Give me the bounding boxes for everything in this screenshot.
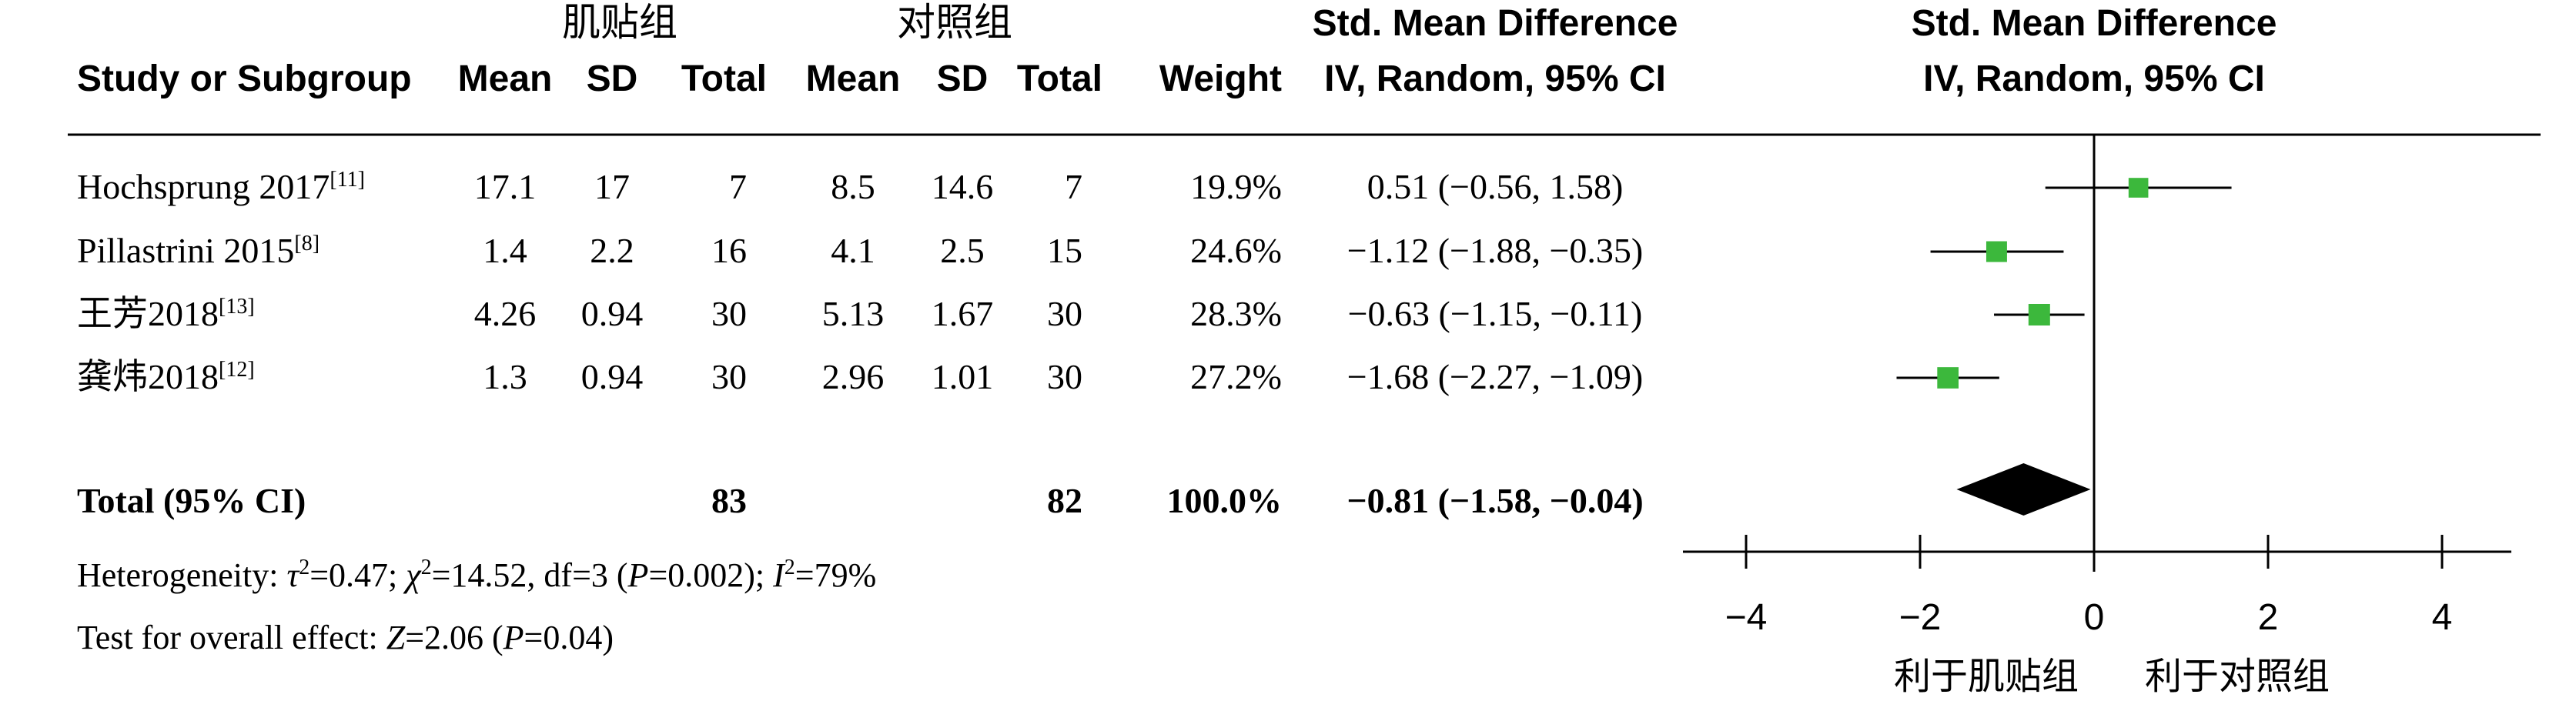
- study-ctrl-total: 30: [1047, 357, 1082, 396]
- study-ctrl-total: 7: [1065, 167, 1082, 206]
- study-ctrl-mean: 4.1: [831, 231, 875, 270]
- study-weight: 24.6%: [1190, 231, 1282, 270]
- study-exp-mean: 4.26: [474, 294, 537, 333]
- effect-method-header: IV, Random, 95% CI: [1324, 58, 1666, 99]
- x-tick-label: −2: [1899, 597, 1942, 638]
- study-ctrl-sd: 1.67: [932, 294, 994, 333]
- study-ci: −0.63 (−1.15, −0.11): [1348, 294, 1643, 333]
- study-column-header: Study or Subgroup: [77, 58, 412, 99]
- study-ctrl-mean: 8.5: [831, 167, 875, 206]
- study-ctrl-total: 30: [1047, 294, 1082, 333]
- exp-group-header: 肌贴组: [562, 0, 677, 45]
- ctrl-sd-header: SD: [937, 58, 989, 99]
- study-marker: [2028, 304, 2050, 325]
- total-row-exp-total: 83: [711, 481, 747, 520]
- study-exp-total: 30: [711, 294, 747, 333]
- study-name: Hochsprung 2017[11]: [77, 167, 365, 206]
- heterogeneity-text: Heterogeneity: τ2=0.47; χ2=14.52, df=3 (…: [77, 556, 876, 594]
- study-rows: Hochsprung 2017[11] 17.1 17 7 8.5 14.6 7 19.9% 0…: [77, 167, 1643, 396]
- total-row-ci: −0.81 (−1.58, −0.04): [1347, 481, 1643, 520]
- total-row-ctrl-total: 82: [1047, 481, 1082, 520]
- study-ctrl-total: 15: [1047, 231, 1082, 270]
- weight-header: Weight: [1159, 58, 1282, 99]
- study-name: 王芳2018[13]: [77, 294, 255, 333]
- study-ci: −1.68 (−2.27, −1.09): [1347, 357, 1643, 396]
- plot-area: −4 −2 0 2 4: [1683, 135, 2511, 638]
- study-weight: 27.2%: [1190, 357, 1282, 396]
- study-row: 王芳2018[13] 4.26 0.94 30 5.13 1.67 30 28.3% −0.63…: [77, 294, 1642, 333]
- ctrl-total-header: Total: [1017, 58, 1102, 99]
- ctrl-mean-header: Mean: [806, 58, 901, 99]
- study-ctrl-mean: 2.96: [822, 357, 885, 396]
- study-row: Pillastrini 2015[8] 1.4 2.2 16 4.1 2.5 15 24.6%…: [77, 231, 1643, 270]
- plot-method-header: IV, Random, 95% CI: [1923, 58, 2265, 99]
- study-marker: [1937, 367, 1959, 389]
- x-tick-label: −4: [1725, 597, 1768, 638]
- overall-effect-text: Test for overall effect: Z=2.06 (P=0.04): [77, 619, 614, 656]
- favors-left-label: 利于肌贴组: [1894, 655, 2079, 698]
- x-tick-label: 0: [2084, 597, 2105, 638]
- study-name: 龚炜2018[12]: [77, 357, 255, 396]
- total-row-weight: 100.0%: [1167, 481, 1283, 520]
- x-tick-label: 2: [2258, 597, 2279, 638]
- study-ctrl-sd: 2.5: [940, 231, 985, 270]
- study-exp-sd: 0.94: [581, 357, 644, 396]
- effect-title-header: Std. Mean Difference: [1313, 3, 1678, 44]
- study-marker: [1986, 241, 2007, 262]
- study-row: Hochsprung 2017[11] 17.1 17 7 8.5 14.6 7 19.9% 0…: [77, 167, 1623, 206]
- exp-total-header: Total: [681, 58, 767, 99]
- study-marker: [2128, 178, 2149, 198]
- study-ci: −1.12 (−1.88, −0.35): [1347, 231, 1643, 270]
- x-tick-label: 4: [2432, 597, 2453, 638]
- pooled-diamond: [1956, 463, 2091, 516]
- ctrl-group-header: 对照组: [897, 0, 1012, 45]
- study-exp-total: 16: [711, 231, 747, 270]
- study-name: Pillastrini 2015[8]: [77, 231, 319, 270]
- study-exp-sd: 2.2: [590, 231, 634, 270]
- favors-right-label: 利于对照组: [2145, 655, 2330, 698]
- study-exp-mean: 17.1: [474, 167, 537, 206]
- study-exp-sd: 17: [594, 167, 630, 206]
- study-ctrl-mean: 5.13: [822, 294, 885, 333]
- study-ctrl-sd: 14.6: [932, 167, 994, 206]
- study-exp-total: 30: [711, 357, 747, 396]
- study-exp-total: 7: [729, 167, 747, 206]
- total-row-label: Total (95% CI): [77, 481, 306, 520]
- plot-title-header: Std. Mean Difference: [1912, 3, 2277, 44]
- study-weight: 19.9%: [1190, 167, 1282, 206]
- exp-sd-header: SD: [587, 58, 638, 99]
- study-ctrl-sd: 1.01: [932, 357, 994, 396]
- study-ci: 0.51 (−0.56, 1.58): [1367, 167, 1624, 206]
- study-row: 龚炜2018[12] 1.3 0.94 30 2.96 1.01 30 27.2% −1.68 …: [77, 357, 1643, 396]
- study-exp-sd: 0.94: [581, 294, 644, 333]
- study-exp-mean: 1.3: [483, 357, 527, 396]
- study-weight: 28.3%: [1190, 294, 1282, 333]
- study-exp-mean: 1.4: [483, 231, 527, 270]
- exp-mean-header: Mean: [458, 58, 553, 99]
